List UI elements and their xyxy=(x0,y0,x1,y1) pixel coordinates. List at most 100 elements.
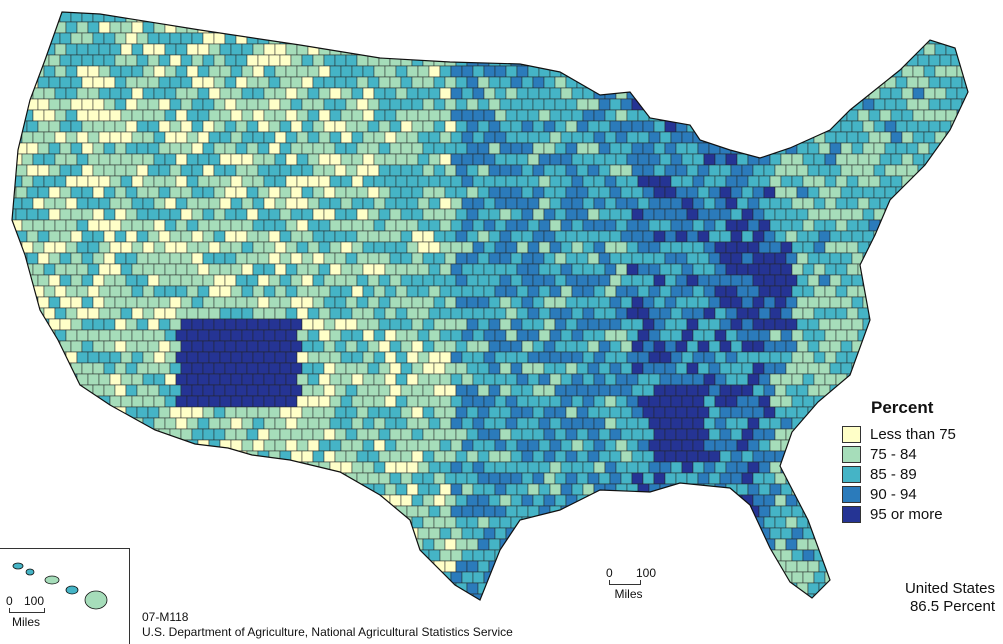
county-cell xyxy=(956,43,968,56)
county-cell xyxy=(21,373,34,386)
county-cell xyxy=(973,451,984,462)
county-cell xyxy=(758,197,771,210)
county-cell xyxy=(246,472,259,485)
county-cell xyxy=(26,494,39,507)
county-cell xyxy=(873,54,886,67)
county-cell xyxy=(670,373,683,386)
county-cell xyxy=(763,32,776,45)
county-cell xyxy=(582,131,595,144)
county-cell xyxy=(252,571,265,584)
county-cell xyxy=(532,472,545,485)
county-cell xyxy=(77,0,88,11)
county-cell xyxy=(340,351,353,364)
county-cell xyxy=(730,12,743,23)
county-cell xyxy=(461,571,474,584)
county-cell xyxy=(428,175,441,188)
county-cell xyxy=(345,274,358,287)
county-cell xyxy=(631,186,644,199)
county-cell xyxy=(785,472,798,485)
county-cell xyxy=(296,505,309,518)
county-cell xyxy=(279,560,292,573)
county-cell xyxy=(428,373,441,386)
county-cell xyxy=(180,120,193,133)
county-cell xyxy=(92,362,105,375)
county-cell xyxy=(334,142,347,155)
county-cell xyxy=(906,560,919,573)
county-cell xyxy=(186,87,199,100)
county-cell xyxy=(12,32,17,45)
county-cell xyxy=(246,230,259,243)
county-cell xyxy=(461,307,474,320)
county-cell xyxy=(774,54,787,67)
county-cell xyxy=(411,32,424,45)
county-cell xyxy=(785,384,798,397)
county-cell xyxy=(43,417,56,430)
county-cell xyxy=(21,219,34,232)
county-cell xyxy=(626,527,639,540)
county-cell xyxy=(318,65,331,78)
county-cell xyxy=(571,307,584,320)
county-cell xyxy=(576,252,589,265)
county-cell xyxy=(466,54,479,67)
county-cell xyxy=(708,274,721,287)
county-cell xyxy=(653,76,666,89)
county-cell xyxy=(400,560,413,573)
county-cell xyxy=(979,44,990,55)
county-cell xyxy=(59,274,72,287)
county-cell xyxy=(708,472,721,485)
county-cell xyxy=(543,516,556,529)
county-cell xyxy=(692,43,705,56)
county-cell xyxy=(528,0,539,11)
county-cell xyxy=(197,197,210,210)
county-cell xyxy=(637,373,650,386)
county-cell xyxy=(120,505,133,518)
county-cell xyxy=(12,362,17,375)
county-cell xyxy=(780,87,793,100)
county-cell xyxy=(979,330,990,341)
county-cell xyxy=(253,0,264,11)
county-cell xyxy=(202,164,215,177)
county-cell xyxy=(26,318,39,331)
county-cell xyxy=(461,109,474,122)
county-cell xyxy=(802,65,815,78)
county-cell xyxy=(747,395,760,408)
county-cell xyxy=(340,285,353,298)
county-cell xyxy=(197,571,210,584)
county-cell xyxy=(692,263,705,276)
county-cell xyxy=(829,494,842,507)
county-cell xyxy=(164,197,177,210)
county-cell xyxy=(697,186,710,199)
county-cell xyxy=(92,494,105,507)
county-cell xyxy=(70,98,83,111)
county-cell xyxy=(378,142,391,155)
county-cell xyxy=(242,0,253,11)
county-cell xyxy=(549,373,562,386)
county-cell xyxy=(516,461,529,474)
county-cell xyxy=(125,384,138,397)
county-cell xyxy=(417,285,430,298)
county-cell xyxy=(268,362,281,375)
county-cell xyxy=(736,439,749,452)
county-cell xyxy=(318,219,331,232)
county-cell xyxy=(719,54,732,67)
county-cell xyxy=(411,274,424,287)
county-cell xyxy=(543,274,556,287)
county-cell xyxy=(956,131,968,144)
county-cell xyxy=(125,516,138,529)
county-cell xyxy=(979,286,990,297)
county-cell xyxy=(191,296,204,309)
county-cell xyxy=(637,219,650,232)
county-cell xyxy=(433,560,446,573)
county-cell xyxy=(340,21,353,34)
county-cell xyxy=(697,54,710,67)
county-cell xyxy=(235,186,248,199)
county-cell xyxy=(257,230,270,243)
county-cell xyxy=(774,318,787,331)
county-cell xyxy=(109,241,122,254)
county-cell xyxy=(186,131,199,144)
county-cell xyxy=(103,76,116,89)
county-cell xyxy=(257,142,270,155)
county-cell xyxy=(609,230,622,243)
county-cell xyxy=(890,351,903,364)
county-cell xyxy=(725,439,738,452)
